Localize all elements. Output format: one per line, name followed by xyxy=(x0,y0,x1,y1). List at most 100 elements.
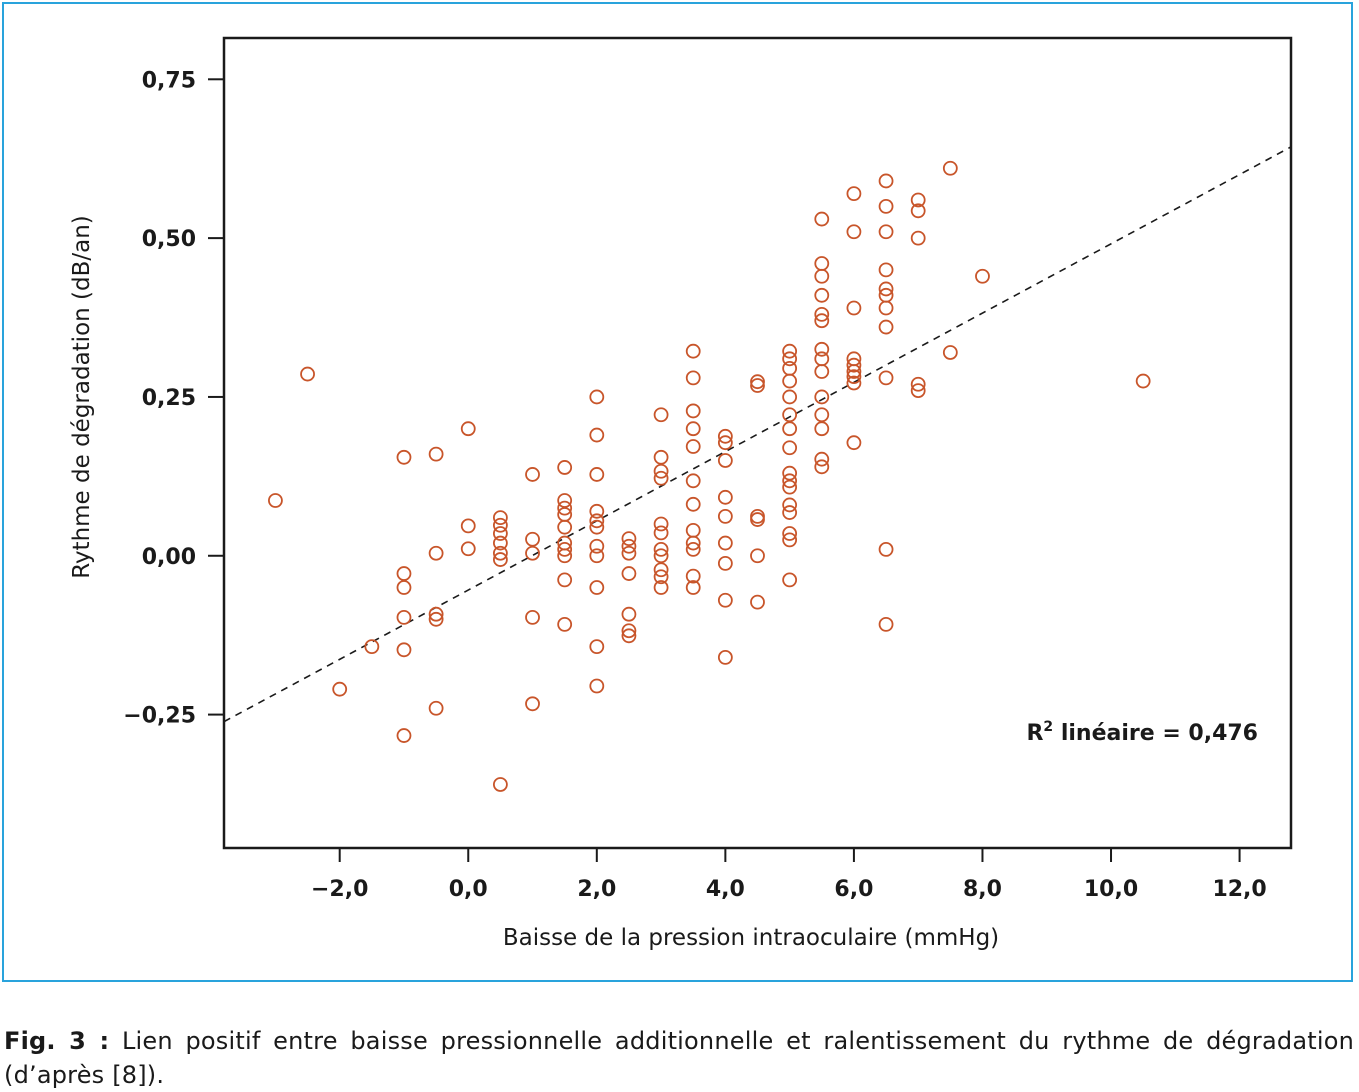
x-tick-label: 10,0 xyxy=(1084,877,1138,902)
data-point xyxy=(782,465,798,481)
caption-text: Lien positif entre baisse pressionnelle … xyxy=(4,1027,1354,1089)
data-point xyxy=(814,407,830,423)
data-point xyxy=(685,535,701,551)
data-point xyxy=(814,341,830,357)
data-point xyxy=(846,224,862,240)
data-point xyxy=(878,616,894,632)
data-point xyxy=(846,357,862,373)
data-point xyxy=(492,552,508,567)
data-point xyxy=(492,545,508,561)
data-point xyxy=(685,421,701,437)
data-point xyxy=(653,407,669,423)
data-point xyxy=(589,548,605,564)
data-point xyxy=(653,580,669,595)
data-point xyxy=(814,351,830,367)
data-point xyxy=(685,473,701,489)
data-point xyxy=(814,211,830,227)
y-axis: 0,75 0,50 0,25 0,00 −0,25 xyxy=(123,68,224,729)
data-point xyxy=(685,439,701,454)
data-point xyxy=(750,512,765,527)
data-point xyxy=(814,306,830,322)
data-point xyxy=(910,383,926,398)
data-point xyxy=(557,493,573,508)
data-point xyxy=(814,313,830,329)
data-point xyxy=(878,262,894,278)
data-point xyxy=(653,516,669,532)
data-point xyxy=(557,542,573,557)
figure-caption: Fig. 3 : Lien positif entre baisse press… xyxy=(4,1024,1354,1092)
data-point xyxy=(685,568,701,584)
y-tick-label: −0,25 xyxy=(123,704,196,729)
x-tick-label: 12,0 xyxy=(1212,877,1266,902)
data-point xyxy=(653,562,669,578)
caption-label: Fig. 3 : xyxy=(4,1027,110,1055)
data-point xyxy=(525,467,540,482)
x-axis: −2,0 0,0 2,0 4,0 6,0 8,0 10,0 12,0 xyxy=(311,848,1267,902)
data-point xyxy=(846,375,862,391)
data-point xyxy=(428,446,444,462)
data-point xyxy=(685,522,701,538)
data-point xyxy=(814,364,830,379)
data-point xyxy=(492,517,508,533)
data-point xyxy=(782,532,798,548)
data-point xyxy=(396,580,412,595)
data-point xyxy=(428,700,444,716)
data-point xyxy=(557,519,573,535)
y-tick-label: 0,75 xyxy=(142,68,196,93)
data-point xyxy=(685,580,701,595)
data-point xyxy=(910,203,926,219)
data-point xyxy=(525,545,540,561)
data-point xyxy=(878,300,894,316)
data-point xyxy=(492,526,508,541)
data-point xyxy=(428,606,444,622)
data-point xyxy=(910,192,926,208)
data-point xyxy=(396,566,412,581)
data-point xyxy=(557,500,573,516)
data-point xyxy=(846,369,862,385)
x-tick-label: 6,0 xyxy=(834,877,873,902)
data-point xyxy=(300,366,315,382)
data-point xyxy=(750,594,765,610)
data-point xyxy=(428,545,444,561)
data-point xyxy=(814,268,830,284)
data-point xyxy=(589,503,605,519)
data-point xyxy=(653,470,669,486)
data-point xyxy=(557,616,573,632)
data-point xyxy=(782,360,798,376)
data-point xyxy=(782,505,798,520)
data-point xyxy=(621,545,637,561)
data-point xyxy=(814,389,830,405)
data-point xyxy=(492,535,508,551)
data-point xyxy=(685,542,701,557)
x-tick-label: 4,0 xyxy=(706,877,745,902)
data-point xyxy=(621,538,637,554)
r-squared-value: linéaire = 0,476 xyxy=(1053,721,1258,746)
data-point xyxy=(525,696,540,712)
data-point xyxy=(878,370,894,386)
x-tick-label: 2,0 xyxy=(577,877,616,902)
data-point xyxy=(717,489,733,505)
data-point xyxy=(782,389,798,405)
data-point xyxy=(750,508,765,524)
data-point xyxy=(717,508,733,524)
data-point xyxy=(717,535,733,551)
data-point xyxy=(942,345,958,360)
data-point xyxy=(653,548,669,564)
y-tick-label: 0,50 xyxy=(142,227,196,252)
data-point xyxy=(750,378,765,393)
data-point xyxy=(717,555,733,571)
data-point xyxy=(814,459,830,475)
data-point xyxy=(460,421,476,437)
r-squared-superscript: 2 xyxy=(1043,719,1053,735)
data-point xyxy=(589,519,605,535)
plot-area xyxy=(222,36,1293,850)
data-point xyxy=(492,510,508,526)
y-tick-label: 0,00 xyxy=(142,545,196,570)
data-point xyxy=(717,428,733,444)
data-point xyxy=(396,728,412,743)
data-point xyxy=(653,542,669,557)
x-tick-label: −2,0 xyxy=(311,877,368,902)
x-tick-label: 8,0 xyxy=(963,877,1002,902)
x-tick-label: 0,0 xyxy=(449,877,488,902)
data-point xyxy=(782,351,798,367)
